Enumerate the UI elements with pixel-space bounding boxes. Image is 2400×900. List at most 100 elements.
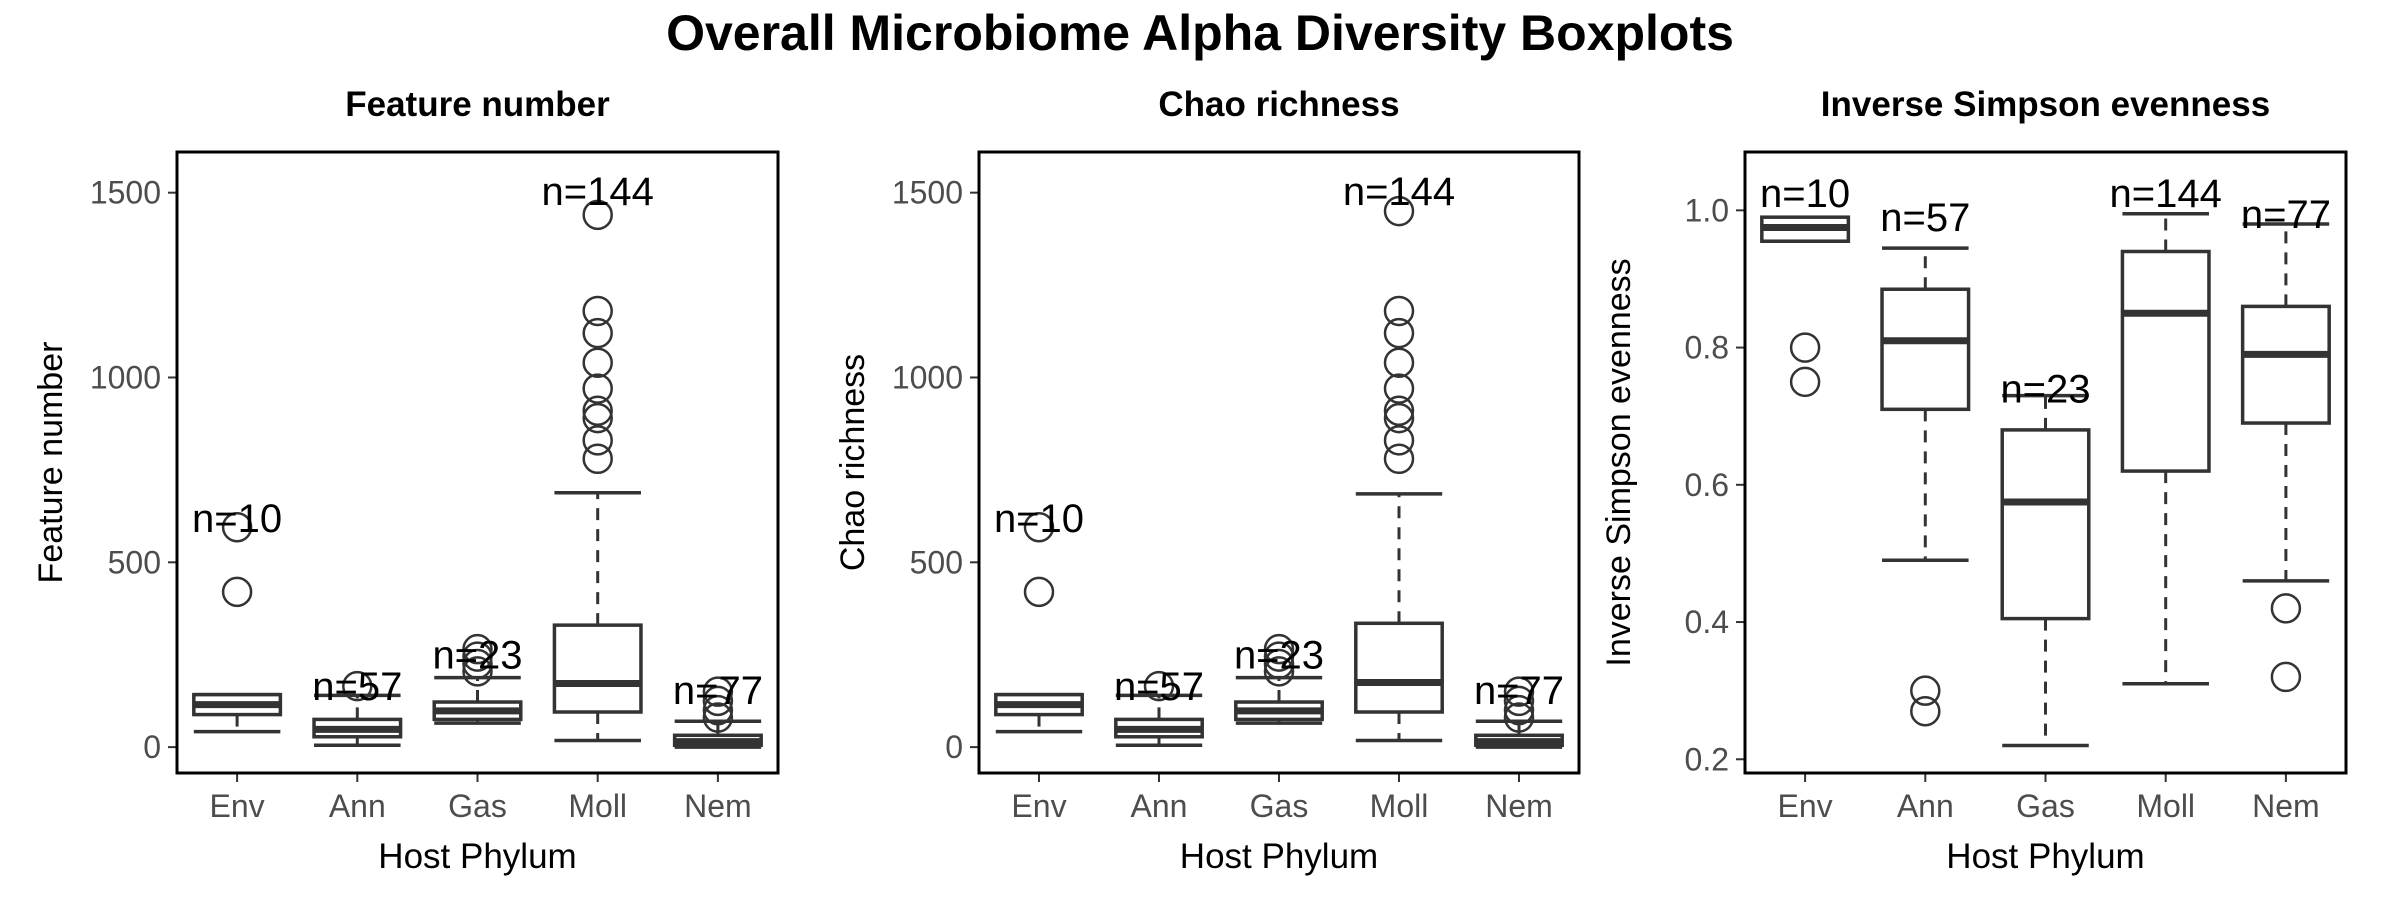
y-tick-label: 0.4 <box>1685 604 1729 640</box>
y-tick-label: 1500 <box>892 175 963 211</box>
outlier-point <box>2270 593 2302 624</box>
x-tick-label: Ann <box>1897 788 1954 824</box>
box <box>552 623 643 714</box>
panel-title: Inverse Simpson evenness <box>1821 85 2270 124</box>
y-tick-label: 500 <box>108 544 161 580</box>
outlier-point <box>1023 511 1055 543</box>
x-tick-label: Env <box>1778 788 1833 824</box>
outlier-point <box>1263 633 1295 665</box>
n-label: n=77 <box>673 669 763 713</box>
outlier-point <box>702 702 734 733</box>
outlier-point <box>1263 641 1295 672</box>
x-tick-label: Ann <box>329 788 386 824</box>
panel-border <box>977 150 1581 775</box>
x-tick-label: Gas <box>448 788 507 824</box>
outlier-point <box>1383 395 1415 426</box>
y-axis-title: Inverse Simpson evenness <box>1600 258 1638 666</box>
box <box>2120 249 2211 473</box>
outlier-point <box>702 694 734 726</box>
outlier-point <box>1383 347 1415 378</box>
x-tick-label: Nem <box>684 788 752 824</box>
y-tick-label: 0 <box>143 729 161 765</box>
outlier-point <box>462 656 493 687</box>
y-tick-label: 500 <box>910 544 963 580</box>
y-tick-label: 0.2 <box>1685 741 1729 777</box>
n-label: n=144 <box>1343 170 1455 214</box>
n-label: n=77 <box>2241 193 2331 237</box>
n-label: n=10 <box>192 497 282 541</box>
box <box>2240 304 2331 425</box>
outlier-point <box>582 425 613 456</box>
outlier-point <box>221 576 253 608</box>
outlier-point <box>582 347 613 378</box>
outlier-point <box>462 648 493 680</box>
outlier-point <box>702 676 734 707</box>
box <box>1880 287 1971 412</box>
outlier-point <box>221 511 253 543</box>
outlier-point <box>342 670 373 702</box>
outlier-point <box>462 641 493 672</box>
outlier-point <box>1789 366 1821 398</box>
x-tick-label: Nem <box>1485 788 1553 824</box>
outlier-point <box>2270 661 2302 693</box>
outlier-point <box>1503 702 1535 733</box>
panel-title: Chao richness <box>1158 85 1399 124</box>
x-tick-label: Gas <box>1250 788 1309 824</box>
y-axis-title: Feature number <box>32 342 70 584</box>
outlier-point <box>1143 670 1175 702</box>
box <box>1354 621 1444 714</box>
n-label: n=23 <box>432 634 522 678</box>
outlier-point <box>1503 685 1535 717</box>
outlier-point <box>1383 373 1415 404</box>
outlier-point <box>1383 195 1415 227</box>
x-axis-title: Host Phylum <box>1946 837 2144 876</box>
outlier-point <box>1789 332 1821 363</box>
x-tick-label: Moll <box>568 788 627 824</box>
x-tick-label: Ann <box>1131 788 1188 824</box>
x-tick-label: Env <box>210 788 265 824</box>
panel-border <box>1743 150 2348 775</box>
outlier-point <box>582 295 613 327</box>
y-tick-label: 1000 <box>90 359 161 395</box>
n-label: n=57 <box>1114 665 1204 709</box>
y-tick-label: 0.8 <box>1685 330 1729 366</box>
outlier-point <box>1383 443 1415 475</box>
n-label: n=23 <box>2000 368 2090 412</box>
outlier-point <box>1503 676 1535 707</box>
outlier-point <box>1383 317 1415 349</box>
box <box>2000 428 2091 621</box>
y-tick-label: 1500 <box>90 175 161 211</box>
outlier-point <box>582 373 613 404</box>
outlier-point <box>1383 295 1415 327</box>
panel-border <box>175 150 780 775</box>
n-label: n=144 <box>542 170 654 214</box>
outlier-point <box>462 633 493 665</box>
x-tick-label: Nem <box>2252 788 2320 824</box>
y-axis-title: Chao richness <box>834 354 872 571</box>
outlier-point <box>1910 675 1941 706</box>
n-label: n=10 <box>994 497 1084 541</box>
outlier-point <box>1023 576 1055 608</box>
x-tick-label: Moll <box>2136 788 2195 824</box>
outlier-point <box>1383 425 1415 456</box>
x-tick-label: Gas <box>2016 788 2075 824</box>
outlier-point <box>1263 656 1295 687</box>
outlier-point <box>582 443 613 475</box>
figure-title: Overall Microbiome Alpha Diversity Boxpl… <box>666 5 1734 61</box>
outlier-point <box>582 199 613 231</box>
x-axis-title: Host Phylum <box>1180 837 1378 876</box>
n-label: n=23 <box>1234 634 1324 678</box>
n-label: n=57 <box>1880 196 1970 240</box>
y-tick-label: 1.0 <box>1685 192 1729 228</box>
x-tick-label: Moll <box>1370 788 1429 824</box>
y-tick-label: 0 <box>945 729 963 765</box>
y-tick-label: 0.6 <box>1685 467 1729 503</box>
outlier-point <box>1263 648 1295 680</box>
outlier-point <box>582 317 613 349</box>
n-label: n=10 <box>1760 172 1850 216</box>
panel-title: Feature number <box>345 85 610 124</box>
outlier-point <box>1910 695 1941 727</box>
outlier-point <box>702 685 734 717</box>
